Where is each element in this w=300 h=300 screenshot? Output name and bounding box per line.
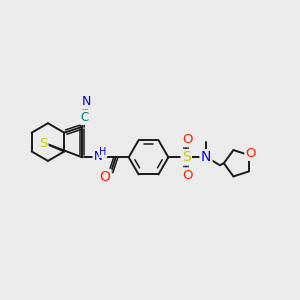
Text: N: N xyxy=(94,150,102,163)
Text: N: N xyxy=(81,95,91,108)
Text: H: H xyxy=(99,147,107,157)
Text: O: O xyxy=(182,133,192,146)
Text: S: S xyxy=(39,136,47,150)
Text: O: O xyxy=(100,170,110,184)
Text: C: C xyxy=(81,111,89,124)
Text: O: O xyxy=(246,147,256,160)
Text: S: S xyxy=(182,150,190,164)
Text: N: N xyxy=(201,150,211,164)
Text: methyl: methyl xyxy=(206,134,211,136)
Text: O: O xyxy=(182,169,192,182)
